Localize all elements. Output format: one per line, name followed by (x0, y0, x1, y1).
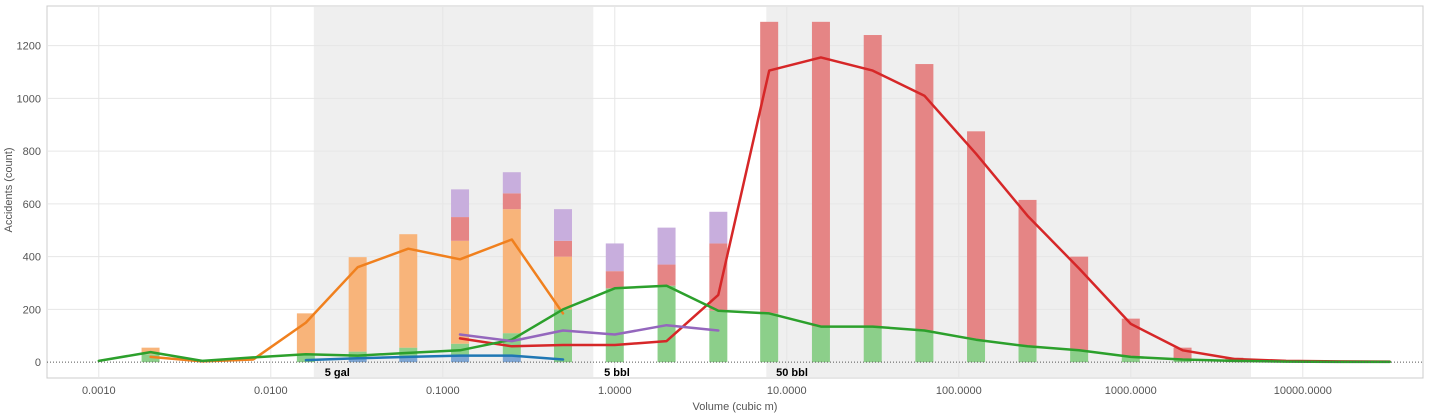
bar-segment-red (863, 35, 882, 327)
bar-segment-blue (348, 358, 367, 363)
x-tick-label: 0.0100 (254, 385, 288, 397)
bar-segment-green (554, 309, 572, 363)
bar-segment-red (1070, 256, 1089, 351)
bar-segment-green (657, 285, 676, 363)
bar-segment-green (296, 354, 315, 363)
bar-segment-purple (554, 209, 572, 241)
zone-label: 50 bbl (776, 367, 808, 379)
bar-segment-orange (554, 256, 572, 310)
x-axis-title: Volume (cubic m) (693, 401, 778, 413)
bar-segment-purple (451, 189, 470, 218)
zone-labels: 5 gal 5 bbl 50 bbl (325, 367, 808, 379)
bar-segment-red (1018, 199, 1037, 347)
y-tick-label: 600 (23, 199, 41, 211)
bar-segment-red (967, 131, 986, 340)
bar-segment-green (1070, 350, 1089, 363)
bar-segment-orange (399, 234, 418, 348)
bar-segment-blue (451, 355, 470, 363)
bar-segment-orange (502, 209, 521, 334)
zone-label: 5 gal (325, 367, 350, 379)
bar-segment-blue (399, 356, 418, 363)
bar-segment-red (657, 264, 676, 286)
gridlines (47, 6, 1423, 378)
x-tick-labels: 0.0010 0.0100 0.1000 1.0000 10.0000 100.0000 1… (82, 385, 1332, 397)
zone-label: 5 bbl (604, 367, 630, 379)
bar-segment-green (915, 330, 934, 363)
bar-segment-red (1173, 347, 1192, 360)
bar-segment-red (605, 271, 624, 289)
bar-segment-red (760, 21, 779, 314)
bar-segment-green (1018, 346, 1037, 363)
y-tick-label: 1000 (17, 93, 41, 105)
bar-segment-green (605, 288, 624, 363)
series-line-blue (304, 354, 565, 362)
bar-segment-green (1173, 359, 1192, 363)
x-tick-label: 10000.0000 (1274, 385, 1332, 397)
bar-segment-red (709, 243, 728, 311)
bar-segment-red (1121, 318, 1140, 357)
x-tick-label: 0.0010 (82, 385, 116, 397)
bar-segment-green (760, 313, 779, 363)
x-tick-label: 1000.0000 (1105, 385, 1157, 397)
y-tick-label: 1200 (17, 41, 41, 53)
bar-segment-orange (348, 257, 367, 352)
bar-segment-green (502, 333, 521, 356)
bar-segment-green (1121, 356, 1140, 363)
bar-segment-red (915, 64, 934, 331)
series-lines (97, 56, 1391, 364)
bar-segment-red (502, 193, 521, 210)
bar-segment-green (141, 354, 160, 363)
bar-segment-green (967, 339, 986, 363)
bar-segment-purple (605, 243, 624, 272)
bar-segment-green (863, 326, 882, 363)
bar-segment-blue (502, 355, 521, 363)
bar-segment-purple (657, 227, 676, 265)
bar-segment-orange (296, 313, 315, 355)
y-tick-label: 400 (23, 252, 41, 264)
y-tick-label: 0 (35, 357, 41, 369)
x-tick-label: 0.1000 (426, 385, 460, 397)
bar-segment-red (554, 240, 572, 257)
x-tick-label: 10.0000 (767, 385, 807, 397)
bar-segment-red (451, 217, 470, 241)
series-line-green (97, 284, 1391, 364)
bar-segment-green (811, 326, 830, 363)
y-tick-labels: 0 200 400 600 800 1000 1200 (17, 41, 41, 370)
x-tick-label: 100.0000 (936, 385, 982, 397)
bar-segment-purple (709, 211, 728, 244)
y-tick-label: 200 (23, 304, 41, 316)
series-line-red (458, 56, 1391, 363)
y-axis-title: Accidents (count) (3, 148, 15, 233)
bar-segment-orange (451, 240, 470, 344)
x-tick-label: 1.0000 (598, 385, 632, 397)
bar-segment-purple (502, 172, 521, 194)
series-line-purple (458, 323, 720, 343)
y-tick-label: 800 (23, 146, 41, 158)
bar-segment-red (811, 21, 830, 327)
bar-segment-green (709, 310, 728, 363)
